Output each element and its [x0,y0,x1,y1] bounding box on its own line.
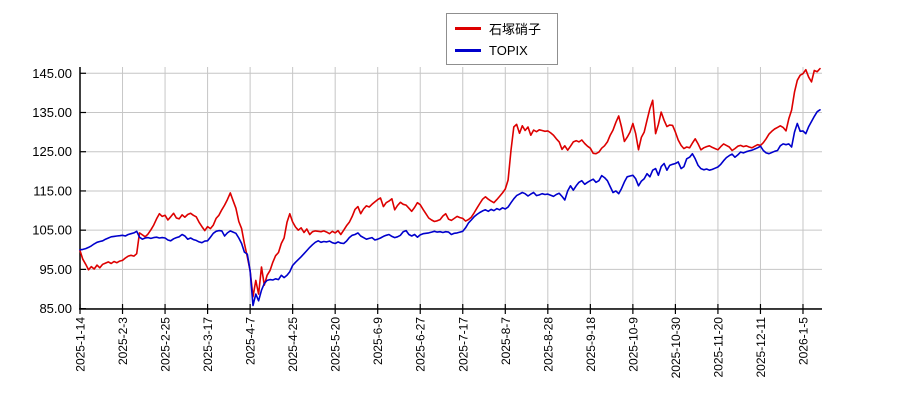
y-axis-tick-labels: 85.00 95.00 105.00 115.00 125.00 135.00 145.00 [32,66,72,316]
red-line-swatch-icon [455,27,481,30]
series-lines [79,67,821,307]
x-tick-label: 2025-3-17 [201,317,215,372]
x-axis-tick-labels: 2025-1-14 2025-2-3 2025-2-25 2025-3-17 2025-… [74,317,811,379]
legend-label-topix: TOPIX [489,43,528,58]
legend: 石塚硝子 TOPIX [446,13,558,65]
y-tick-label: 135.00 [32,105,72,120]
blue-line-swatch-icon [455,49,481,52]
x-tick-label: 2026-1-5 [796,317,810,365]
legend-entry-topix: TOPIX [455,42,549,59]
x-tick-label: 2025-6-9 [371,317,385,365]
x-tick-label: 2025-9-18 [584,317,598,372]
x-tick-label: 2025-2-3 [116,317,130,365]
x-tick-label: 2025-8-7 [499,317,513,365]
y-tick-label: 105.00 [32,223,72,238]
x-tick-label: 2025-8-28 [541,317,555,372]
x-tick-label: 2025-12-11 [754,317,768,378]
x-tick-label: 2025-4-7 [244,317,258,365]
grid-lines [79,67,822,310]
y-tick-label: 85.00 [39,301,72,316]
x-tick-label: 2025-11-20 [711,317,725,378]
x-tick-label: 2025-4-25 [286,317,300,372]
x-tick-label: 2025-10-30 [669,317,683,379]
y-tick-label: 125.00 [32,144,72,159]
x-tick-label: 2025-10-9 [626,317,640,372]
axes [79,67,822,314]
y-tick-label: 95.00 [39,262,72,277]
x-tick-label: 2025-2-25 [159,317,173,372]
y-tick-label: 145.00 [32,66,72,81]
x-tick-label: 2025-1-14 [74,317,88,372]
x-tick-label: 2025-6-27 [414,317,428,372]
legend-entry-ishizuka-glass: 石塚硝子 [455,20,549,37]
series-line-ishizuka-glass [79,67,821,298]
y-tick-label: 115.00 [33,183,72,198]
x-tick-label: 2025-7-17 [456,317,470,372]
series-line-topix [79,109,821,307]
x-tick-label: 2025-5-20 [329,317,343,372]
legend-label-ishizuka-glass: 石塚硝子 [489,22,542,37]
